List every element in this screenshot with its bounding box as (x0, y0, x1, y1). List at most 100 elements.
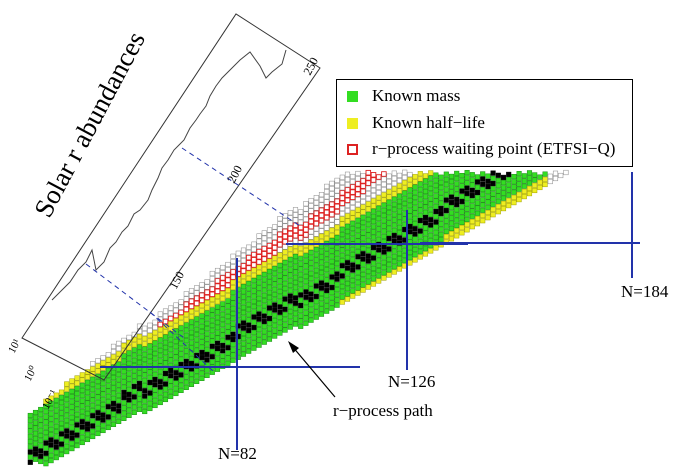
nuclide-cell (173, 344, 179, 350)
nuclide-cell (38, 443, 44, 449)
nuclide-cell (277, 278, 283, 284)
nuclide-cell (443, 182, 449, 188)
nuclide-cell (147, 395, 153, 401)
nuclide-cell (355, 222, 361, 229)
nuclide-cell (365, 263, 371, 269)
nuclide-cell (162, 376, 169, 382)
nuclide-cell (303, 263, 309, 269)
nuclide-cell (100, 396, 106, 402)
nuclide-cell (95, 394, 101, 400)
nuclide-cell (27, 438, 33, 445)
nuclide-cell (240, 294, 247, 300)
nuclide-cell (173, 307, 179, 313)
nuclide-cell (194, 321, 200, 327)
nuclide-cell (126, 397, 132, 403)
nuclide-cell (308, 208, 314, 214)
nuclide-cell (220, 311, 226, 317)
nuclide-cell (79, 419, 85, 425)
nuclide-cell (261, 256, 268, 262)
nuclide-cell (298, 214, 304, 220)
nuclide-cell (110, 375, 117, 381)
nuclide-cell (308, 307, 314, 313)
nuclide-cell (324, 277, 330, 283)
nuclide-cell (53, 439, 59, 445)
nuclide-cell (412, 174, 418, 180)
nuclide-cell (526, 185, 533, 191)
nuclide-cell (246, 249, 252, 255)
nuclide-cell (261, 334, 267, 340)
nuclide-cell (355, 212, 361, 218)
nuclide-cell (500, 206, 507, 212)
nuclide-cell (324, 303, 330, 309)
nuclide-cell (386, 272, 392, 278)
nuclide-cell (443, 197, 449, 203)
nuclide-cell (235, 250, 241, 256)
nuclide-cell (360, 199, 366, 205)
nuclide-cell (136, 370, 143, 376)
nuclide-cell (136, 344, 143, 350)
nuclide-cell (474, 215, 481, 222)
nuclide-cell (194, 290, 200, 296)
nuclide-cell (38, 406, 44, 413)
nuclide-cell (370, 219, 377, 225)
nuclide-cell (402, 185, 408, 191)
nuclide-cell (53, 434, 59, 440)
nuclide-cell (334, 287, 340, 293)
nuclide-cell (287, 225, 294, 232)
nuclide-cell (245, 265, 252, 271)
nuclide-cell (230, 274, 236, 280)
nuclide-cell (256, 238, 262, 244)
nuclide-cell (433, 172, 439, 178)
nuclide-cell (194, 363, 200, 369)
nuclide-cell (365, 180, 372, 186)
nuclide-cell (339, 179, 345, 186)
nuclide-cell (168, 341, 174, 348)
nuclide-cell (209, 317, 215, 323)
nuclide-cell (381, 171, 387, 177)
nuclide-cell (162, 350, 169, 356)
nuclide-cell (339, 216, 345, 222)
nuclide-cell (266, 289, 273, 295)
nuclide-cell (298, 313, 304, 319)
nuclide-cell (386, 225, 392, 231)
nuclide-cell (64, 428, 70, 434)
nuclide-cell (339, 299, 345, 305)
nuclide-cell (220, 342, 226, 349)
legend-item-known-half-life: Known half−life (347, 112, 485, 134)
nuclide-cell (136, 339, 143, 345)
nuclide-cell (152, 402, 158, 409)
nuclide-cell (178, 346, 184, 352)
nuclide-cell (277, 221, 283, 227)
nuclide-cell (162, 381, 169, 387)
nuclide-cell (360, 287, 366, 293)
nuclide-cell (381, 259, 387, 265)
nuclide-cell (272, 271, 278, 277)
nuclide-cell (417, 176, 423, 182)
nuclide-cell (277, 262, 283, 269)
nuclide-cell (287, 256, 293, 263)
nuclide-cell (261, 277, 267, 283)
nuclide-cell (116, 372, 122, 378)
nuclide-cell (126, 371, 132, 377)
nuclide-cell (69, 430, 75, 436)
nuclide-cell (298, 323, 304, 329)
nuclide-cell (152, 382, 158, 388)
nuclide-cell (116, 418, 122, 424)
nuclide-cell (173, 333, 179, 339)
nuclide-cell (214, 356, 221, 362)
nuclide-cell (53, 408, 59, 414)
nuclide-cell (69, 420, 75, 426)
nuclide-cell (121, 405, 127, 411)
nuclide-cell (490, 191, 496, 197)
nuclide-cell (74, 432, 80, 438)
nuclide-cell (370, 265, 377, 271)
nuclide-cell (256, 321, 262, 327)
nuclide-cell (277, 216, 283, 222)
nuclide-cell (339, 211, 345, 217)
nuclide-cell (261, 282, 267, 288)
nuclide-cell (282, 301, 288, 307)
nuclide-cell (396, 214, 403, 220)
nuclide-cell (152, 345, 158, 351)
nuclide-cell (376, 184, 382, 190)
